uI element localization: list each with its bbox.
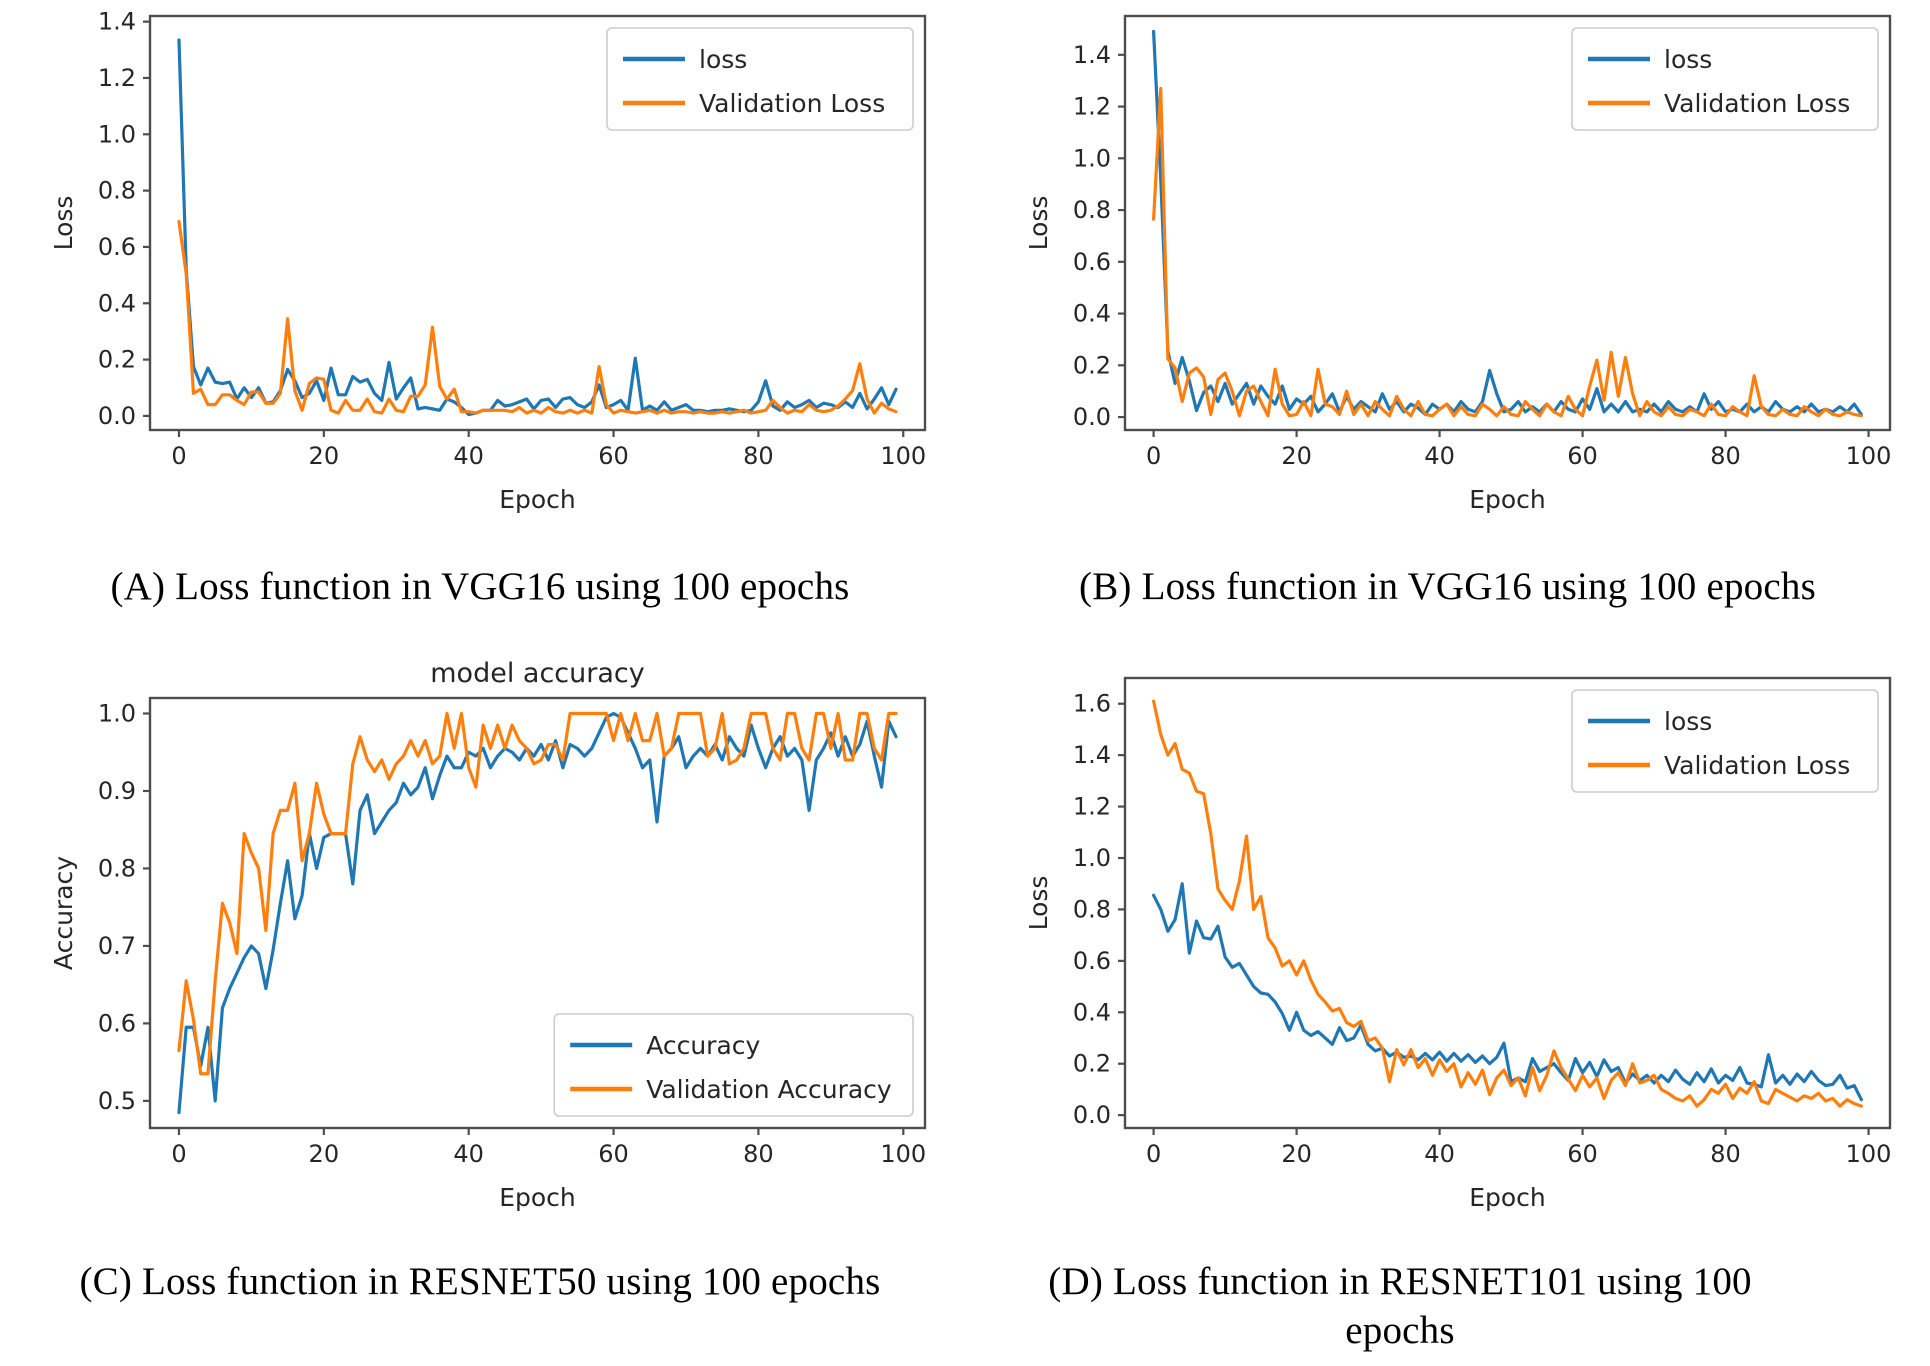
caption-a: (A) Loss function in VGG16 using 100 epo… — [110, 565, 850, 608]
svg-text:0.8: 0.8 — [98, 177, 136, 205]
svg-text:20: 20 — [309, 442, 340, 470]
svg-text:0: 0 — [171, 442, 186, 470]
svg-text:0.8: 0.8 — [98, 854, 136, 882]
svg-text:0.6: 0.6 — [1073, 248, 1111, 276]
svg-text:Accuracy: Accuracy — [646, 1031, 760, 1060]
svg-text:0.2: 0.2 — [98, 346, 136, 374]
svg-text:1.4: 1.4 — [1073, 41, 1111, 69]
svg-text:0.8: 0.8 — [1073, 196, 1111, 224]
svg-text:0.0: 0.0 — [1073, 403, 1111, 431]
caption-b: (B) Loss function in VGG16 using 100 epo… — [1079, 565, 1816, 608]
svg-text:Validation Accuracy: Validation Accuracy — [646, 1075, 892, 1104]
svg-text:20: 20 — [309, 1140, 340, 1168]
svg-text:0.7: 0.7 — [98, 932, 136, 960]
svg-text:1.0: 1.0 — [98, 699, 136, 727]
svg-text:model accuracy: model accuracy — [430, 658, 644, 689]
svg-text:40: 40 — [453, 442, 484, 470]
svg-text:Loss: Loss — [1024, 876, 1053, 931]
svg-text:60: 60 — [598, 1140, 629, 1168]
caption-c: (C) Loss function in RESNET50 using 100 … — [79, 1260, 881, 1303]
caption-d: (D) Loss function in RESNET101 using 100… — [1048, 1260, 1752, 1352]
panel-a: 0 20 40 60 80 100 0.0 0.2 0.4 0.6 0.8 1.0 1.2 1.4 Epoc… — [0, 0, 965, 560]
svg-text:1.0: 1.0 — [1073, 144, 1111, 172]
svg-text:1.2: 1.2 — [1073, 793, 1111, 821]
svg-text:0.4: 0.4 — [1073, 300, 1111, 328]
svg-text:0: 0 — [1146, 442, 1161, 470]
svg-text:60: 60 — [598, 442, 629, 470]
svg-text:100: 100 — [880, 1140, 926, 1168]
svg-text:1.4: 1.4 — [1073, 741, 1111, 769]
svg-text:0.4: 0.4 — [98, 289, 136, 317]
svg-text:100: 100 — [1846, 1140, 1892, 1168]
svg-text:1.4: 1.4 — [98, 8, 136, 36]
chart-a[interactable]: 0 20 40 60 80 100 0.0 0.2 0.4 0.6 0.8 1.0 1.2 1.4 Epoc… — [0, 0, 965, 560]
chart-c[interactable]: model accuracy 0 20 40 60 80 100 0.5 0.6 0.7 0.8 0.… — [0, 638, 965, 1258]
svg-text:80: 80 — [1710, 1140, 1741, 1168]
svg-text:60: 60 — [1567, 442, 1598, 470]
svg-text:0.0: 0.0 — [1073, 1101, 1111, 1129]
svg-text:0.6: 0.6 — [1073, 947, 1111, 975]
svg-text:40: 40 — [453, 1140, 484, 1168]
svg-text:0.6: 0.6 — [98, 233, 136, 261]
svg-text:1.6: 1.6 — [1073, 690, 1111, 718]
svg-text:0.8: 0.8 — [1073, 895, 1111, 923]
svg-text:0.9: 0.9 — [98, 777, 136, 805]
svg-text:100: 100 — [880, 442, 926, 470]
svg-text:0.6: 0.6 — [98, 1009, 136, 1037]
svg-text:60: 60 — [1567, 1140, 1598, 1168]
panel-c: model accuracy 0 20 40 60 80 100 0.5 0.6 0.7 0.8 0.… — [0, 638, 965, 1258]
svg-text:Loss: Loss — [49, 196, 78, 251]
panel-d: 0 20 40 60 80 100 0.0 0.2 0.4 0.6 0.8 1.0 1.2 1.4 1.6 E… — [965, 638, 1930, 1258]
svg-text:0: 0 — [171, 1140, 186, 1168]
svg-text:0.2: 0.2 — [1073, 1050, 1111, 1078]
svg-text:1.2: 1.2 — [98, 64, 136, 92]
svg-text:Epoch: Epoch — [1469, 1183, 1546, 1212]
svg-text:40: 40 — [1424, 1140, 1455, 1168]
panel-b: 0 20 40 60 80 100 0.0 0.2 0.4 0.6 0.8 1.0 1.2 1.4 Epoc… — [965, 0, 1930, 560]
svg-text:80: 80 — [743, 1140, 774, 1168]
svg-text:100: 100 — [1846, 442, 1892, 470]
chart-b[interactable]: 0 20 40 60 80 100 0.0 0.2 0.4 0.6 0.8 1.0 1.2 1.4 Epoc… — [965, 0, 1930, 560]
svg-text:loss: loss — [1664, 707, 1712, 736]
svg-text:Epoch: Epoch — [499, 485, 576, 514]
svg-text:Accuracy: Accuracy — [49, 856, 78, 970]
svg-text:1.0: 1.0 — [1073, 844, 1111, 872]
svg-text:loss: loss — [1664, 45, 1712, 74]
svg-text:1.0: 1.0 — [98, 120, 136, 148]
svg-text:0.5: 0.5 — [98, 1087, 136, 1115]
svg-text:80: 80 — [743, 442, 774, 470]
svg-text:loss: loss — [699, 45, 747, 74]
svg-text:Epoch: Epoch — [499, 1183, 576, 1212]
svg-text:0.2: 0.2 — [1073, 351, 1111, 379]
svg-text:0.0: 0.0 — [98, 402, 136, 430]
chart-d[interactable]: 0 20 40 60 80 100 0.0 0.2 0.4 0.6 0.8 1.0 1.2 1.4 1.6 E… — [965, 638, 1930, 1258]
svg-text:Validation Loss: Validation Loss — [699, 89, 885, 118]
svg-text:1.2: 1.2 — [1073, 93, 1111, 121]
svg-text:Validation Loss: Validation Loss — [1664, 751, 1850, 780]
svg-text:20: 20 — [1281, 442, 1312, 470]
svg-text:Validation Loss: Validation Loss — [1664, 89, 1850, 118]
svg-text:80: 80 — [1710, 442, 1741, 470]
svg-text:0.4: 0.4 — [1073, 998, 1111, 1026]
svg-text:20: 20 — [1281, 1140, 1312, 1168]
svg-text:Loss: Loss — [1024, 196, 1053, 251]
svg-text:Epoch: Epoch — [1469, 485, 1546, 514]
svg-text:0: 0 — [1146, 1140, 1161, 1168]
svg-text:40: 40 — [1424, 442, 1455, 470]
